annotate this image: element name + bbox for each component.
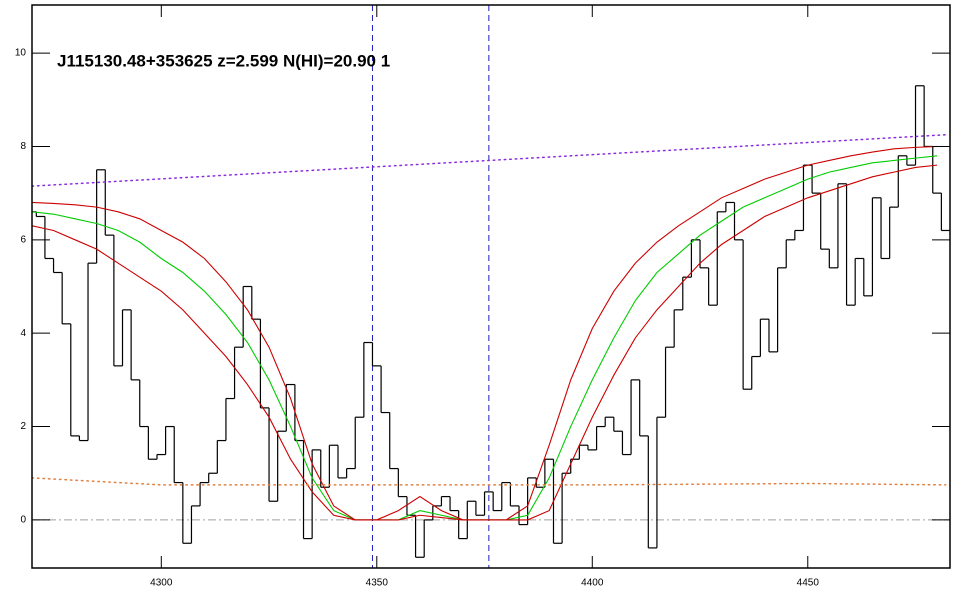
y-tick-label: 6 [20, 234, 26, 245]
x-tick-label: 4400 [581, 578, 604, 589]
y-tick-label: 10 [15, 48, 27, 59]
x-tick-label: 4450 [797, 578, 820, 589]
y-tick-label: 2 [20, 421, 26, 432]
dotted-line [32, 134, 947, 187]
dotted-line [32, 477, 947, 486]
annotation: J115130.48+353625 z=2.599 N(HI)=20.90 1 [57, 51, 390, 70]
y-tick-label: 0 [20, 515, 26, 526]
x-tick-label: 4300 [150, 578, 173, 589]
model-line [32, 164, 938, 521]
y-tick-label: 4 [20, 328, 26, 339]
y-tick-label: 8 [20, 141, 26, 152]
plot-area [32, 5, 950, 568]
x-tick-label: 4350 [366, 578, 389, 589]
plot-frame [31, 4, 951, 569]
